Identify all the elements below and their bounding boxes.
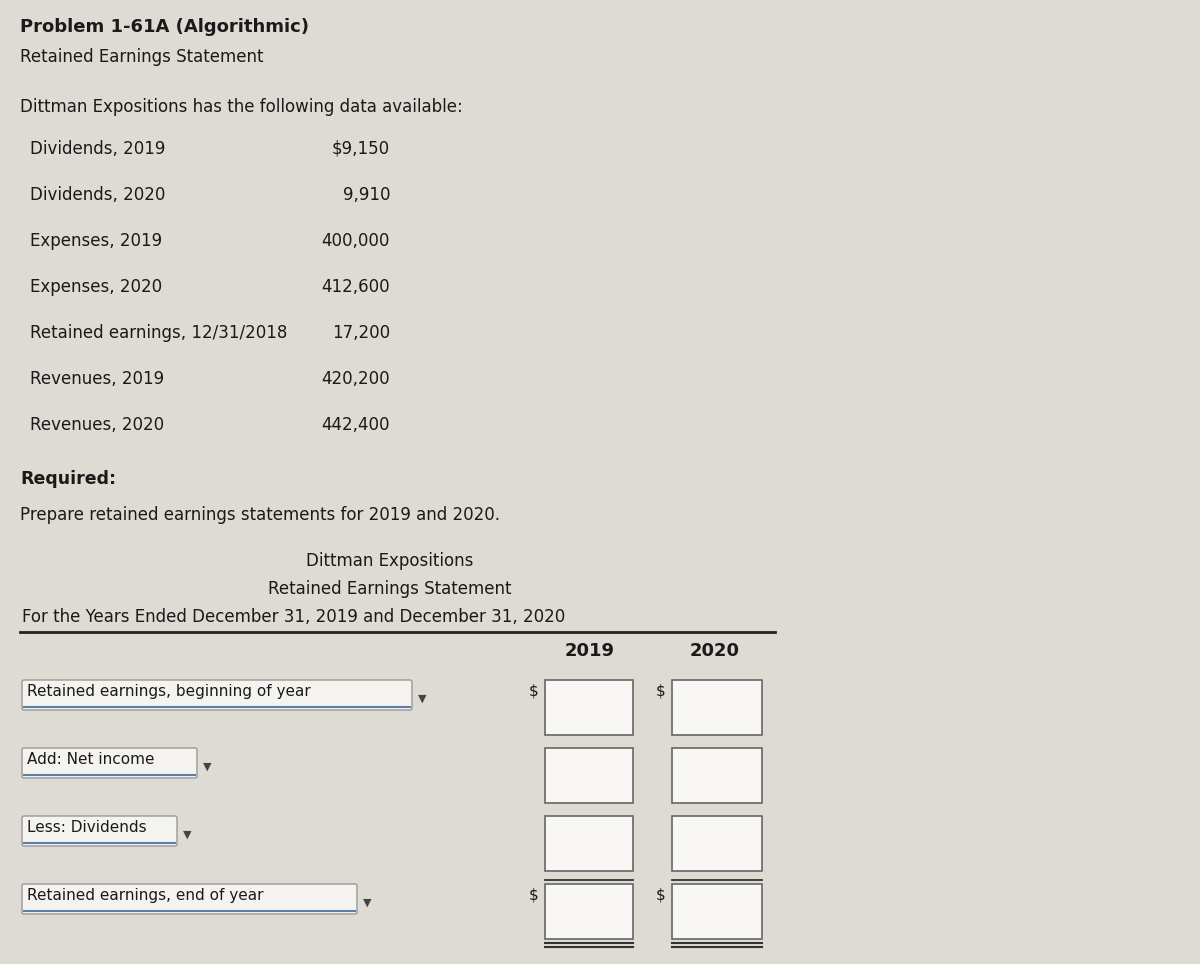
Text: Expenses, 2019: Expenses, 2019 xyxy=(30,232,162,250)
Bar xyxy=(545,748,634,803)
Bar xyxy=(672,884,762,939)
Text: Prepare retained earnings statements for 2019 and 2020.: Prepare retained earnings statements for… xyxy=(20,506,500,524)
Bar xyxy=(672,680,762,735)
FancyBboxPatch shape xyxy=(22,816,178,846)
Text: Add: Net income: Add: Net income xyxy=(28,752,155,767)
Bar xyxy=(672,816,762,871)
Text: 2019: 2019 xyxy=(565,642,616,660)
Text: ▼: ▼ xyxy=(182,830,192,840)
Text: Dittman Expositions has the following data available:: Dittman Expositions has the following da… xyxy=(20,98,463,116)
Text: $: $ xyxy=(529,888,539,903)
Text: 412,600: 412,600 xyxy=(322,278,390,296)
Text: Less: Dividends: Less: Dividends xyxy=(28,820,146,835)
Bar xyxy=(545,816,634,871)
Text: 442,400: 442,400 xyxy=(322,416,390,434)
Text: $: $ xyxy=(529,684,539,699)
Text: Retained earnings, end of year: Retained earnings, end of year xyxy=(28,888,264,903)
Text: Dittman Expositions: Dittman Expositions xyxy=(306,552,474,570)
Bar xyxy=(545,884,634,939)
FancyBboxPatch shape xyxy=(22,748,197,778)
Text: 400,000: 400,000 xyxy=(322,232,390,250)
Text: Expenses, 2020: Expenses, 2020 xyxy=(30,278,162,296)
Text: $: $ xyxy=(656,888,666,903)
Text: Problem 1-61A (Algorithmic): Problem 1-61A (Algorithmic) xyxy=(20,18,310,36)
FancyBboxPatch shape xyxy=(22,680,412,710)
Text: Dividends, 2020: Dividends, 2020 xyxy=(30,186,166,204)
Text: For the Years Ended December 31, 2019 and December 31, 2020: For the Years Ended December 31, 2019 an… xyxy=(22,608,565,626)
Text: 420,200: 420,200 xyxy=(322,370,390,388)
Text: ▼: ▼ xyxy=(364,898,372,908)
Text: Dividends, 2019: Dividends, 2019 xyxy=(30,140,166,158)
Text: Required:: Required: xyxy=(20,470,116,488)
Text: ▼: ▼ xyxy=(203,762,211,772)
Text: 9,910: 9,910 xyxy=(342,186,390,204)
Text: 17,200: 17,200 xyxy=(332,324,390,342)
Text: $: $ xyxy=(656,684,666,699)
Text: Revenues, 2019: Revenues, 2019 xyxy=(30,370,164,388)
Text: Revenues, 2020: Revenues, 2020 xyxy=(30,416,164,434)
Text: 2020: 2020 xyxy=(690,642,740,660)
FancyBboxPatch shape xyxy=(22,884,358,914)
Bar xyxy=(672,748,762,803)
Text: Retained earnings, 12/31/2018: Retained earnings, 12/31/2018 xyxy=(30,324,287,342)
Text: Retained earnings, beginning of year: Retained earnings, beginning of year xyxy=(28,684,311,699)
Text: $9,150: $9,150 xyxy=(332,140,390,158)
Bar xyxy=(545,680,634,735)
Text: Retained Earnings Statement: Retained Earnings Statement xyxy=(20,48,264,66)
Text: ▼: ▼ xyxy=(418,694,426,704)
Text: Retained Earnings Statement: Retained Earnings Statement xyxy=(269,580,511,598)
